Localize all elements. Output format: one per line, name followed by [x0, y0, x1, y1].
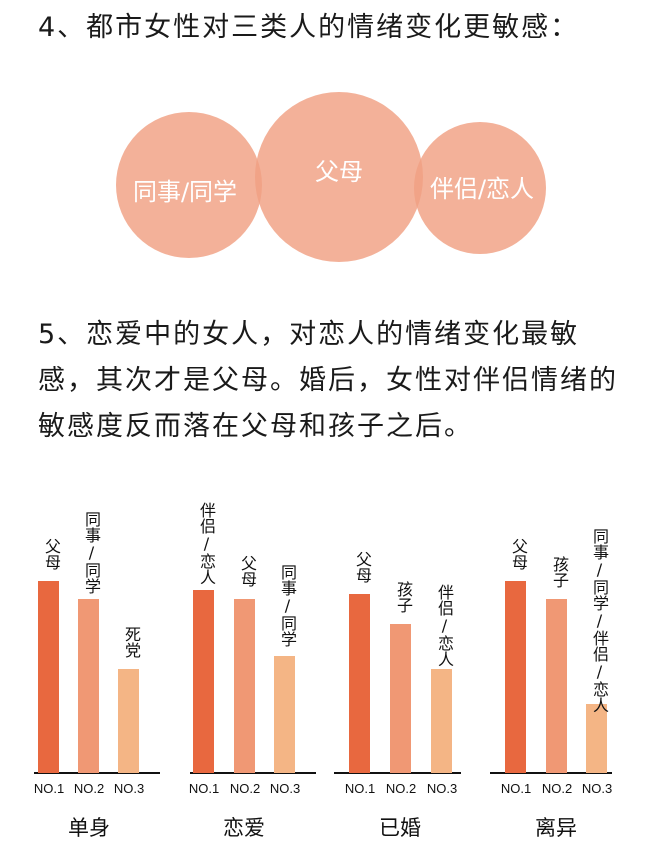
rank-label: NO.3 — [581, 781, 613, 796]
bar-label: 同事/同学 — [278, 564, 297, 647]
x-axis-dating — [190, 772, 316, 774]
group-label-dating: 恋爱 — [223, 816, 265, 840]
bar — [431, 669, 452, 773]
x-axis-married — [334, 772, 461, 774]
bar — [586, 704, 607, 773]
bubble-label: 父母 — [315, 157, 363, 186]
rank-label: NO.1 — [500, 781, 532, 796]
group-label-married: 已婚 — [379, 816, 421, 840]
bar-label: 伴侣/恋人 — [435, 584, 454, 667]
bubble-label: 伴侣/恋人 — [429, 174, 535, 203]
bar — [390, 624, 411, 773]
rank-label: NO.2 — [229, 781, 261, 796]
rank-label: NO.2 — [541, 781, 573, 796]
bar — [274, 656, 295, 773]
bubble-label: 同事/同学 — [132, 177, 238, 206]
bar — [38, 581, 59, 773]
section-5-paragraph: 5、恋爱中的女人，对恋人的情绪变化最敏感，其次才是父母。婚后，女性对伴侣情绪的敏… — [38, 319, 618, 442]
rank-label: NO.1 — [344, 781, 376, 796]
rank-label: NO.1 — [33, 781, 65, 796]
bar — [505, 581, 526, 773]
rank-label: NO.3 — [426, 781, 458, 796]
group-label-single: 单身 — [68, 816, 110, 840]
bar-label: 父母 — [42, 538, 61, 570]
bubble-colleagues: 同事/同学 — [116, 112, 262, 258]
group-label-divorced: 离异 — [535, 816, 577, 840]
bar-label: 父母 — [509, 538, 528, 570]
rank-label: NO.2 — [385, 781, 417, 796]
x-axis-divorced — [490, 772, 612, 774]
bar — [193, 590, 214, 773]
bar — [78, 599, 99, 773]
bar-label: 同事/同学/伴侣/恋人 — [590, 528, 609, 713]
rank-label: NO.3 — [113, 781, 145, 796]
bubble-partner: 伴侣/恋人 — [414, 122, 546, 254]
bar-label: 父母 — [353, 551, 372, 583]
rank-label: NO.1 — [188, 781, 220, 796]
bubble-parents: 父母 — [255, 92, 423, 262]
bar-label: 同事/同学 — [82, 511, 101, 594]
rank-label: NO.3 — [269, 781, 301, 796]
bar-label: 父母 — [238, 555, 257, 587]
bar-label: 孩子 — [394, 581, 413, 613]
bar — [234, 599, 255, 773]
bar-label: 死党 — [122, 626, 141, 658]
bar-label: 伴侣/恋人 — [197, 502, 216, 585]
bar — [349, 594, 370, 773]
bar — [118, 669, 139, 773]
section-4-heading: 4、都市女性对三类人的情绪变化更敏感： — [38, 12, 580, 43]
bar — [546, 599, 567, 773]
x-axis-single — [34, 772, 160, 774]
rank-label: NO.2 — [73, 781, 105, 796]
bar-label: 孩子 — [550, 556, 569, 588]
